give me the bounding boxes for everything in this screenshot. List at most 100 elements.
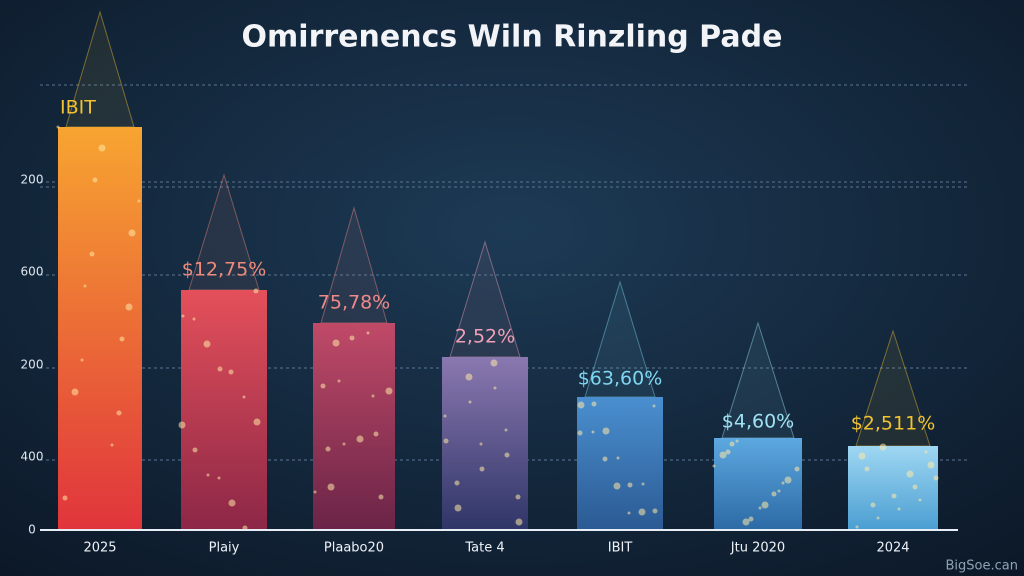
sparkle <box>876 516 880 520</box>
sparkle <box>602 427 610 435</box>
sparkle <box>794 466 800 472</box>
sparkle <box>638 508 646 516</box>
sparkle <box>385 387 393 395</box>
bar <box>442 357 528 530</box>
bar <box>181 290 267 530</box>
sparkle <box>137 199 141 203</box>
sparkle <box>858 452 866 460</box>
sparkle <box>313 490 317 494</box>
sparkle <box>712 464 716 468</box>
sparkle <box>748 516 754 522</box>
sparkle <box>83 284 87 288</box>
sparkle <box>228 499 236 507</box>
category-label: Plaiy <box>209 541 240 556</box>
sparkle <box>652 508 658 514</box>
sparkle <box>906 470 914 478</box>
category-label: 2025 <box>83 541 116 556</box>
axis-label: 600 <box>21 265 44 279</box>
sparkle <box>89 251 95 257</box>
title: Omirrenencs Wiln Rinzling Pade <box>242 20 783 55</box>
sparkle <box>719 451 727 459</box>
sparkle <box>577 430 583 436</box>
sparkle <box>725 449 731 455</box>
sparkle <box>891 493 897 499</box>
sparkle <box>627 511 631 515</box>
sparkle <box>217 366 223 372</box>
sparkle <box>758 506 762 510</box>
sparkle <box>777 489 781 493</box>
sparkle <box>71 388 79 396</box>
bar <box>848 446 938 530</box>
sparkle <box>242 395 246 399</box>
sparkle <box>119 336 125 342</box>
sparkle <box>443 414 447 418</box>
bar-label: $2,511% <box>851 413 936 435</box>
sparkle <box>781 481 785 485</box>
bar-label: $12,75% <box>182 259 267 281</box>
sparkle <box>897 507 901 511</box>
category-label: Tate 4 <box>464 541 504 556</box>
sparkle <box>652 404 656 408</box>
bar <box>577 397 663 530</box>
sparkle <box>373 431 379 437</box>
sparkle <box>465 373 473 381</box>
sparkle <box>468 400 472 404</box>
bar-label: 2,52% <box>455 326 515 348</box>
axis-label: 0 <box>28 523 36 537</box>
sparkle <box>203 340 211 348</box>
sparkle <box>192 317 196 321</box>
sparkle <box>729 441 735 447</box>
sparkle <box>761 501 769 509</box>
bar-label: $4,60% <box>722 411 794 433</box>
sparkle <box>742 518 750 526</box>
sparkle <box>253 418 261 426</box>
sparkle <box>735 439 739 443</box>
sparkle <box>641 482 645 486</box>
sparkle <box>253 288 259 294</box>
sparkle <box>602 456 608 462</box>
sparkle <box>366 331 370 335</box>
sparkle <box>92 177 98 183</box>
sparkle <box>327 483 335 491</box>
sparkle <box>515 518 523 526</box>
bar-label: $63,60% <box>578 368 663 390</box>
axis-label: 200 <box>21 358 44 372</box>
sparkle <box>490 359 498 367</box>
sparkle <box>371 394 375 398</box>
sparkle <box>125 303 133 311</box>
category-label: Jtu 2020 <box>730 541 785 556</box>
sparkle <box>320 383 326 389</box>
sparkle <box>342 442 346 446</box>
watermark: BigSoe.can <box>946 559 1018 574</box>
sparkle <box>870 502 876 508</box>
sparkle <box>627 482 633 488</box>
sparkle <box>228 369 234 375</box>
sparkle <box>879 443 887 451</box>
sparkle <box>912 484 918 490</box>
sparkle <box>613 482 621 490</box>
sparkle <box>616 456 620 460</box>
sparkle <box>933 475 939 481</box>
sparkle <box>181 314 185 318</box>
sparkle <box>337 379 341 383</box>
category-label: 2024 <box>876 541 909 556</box>
sparkle <box>479 466 485 472</box>
sparkle <box>577 401 585 409</box>
category-label: Plaabo20 <box>324 541 384 556</box>
bar-label: IBIT <box>60 97 96 119</box>
sparkle <box>454 504 462 512</box>
sparkle <box>454 480 460 486</box>
sparkle <box>349 335 355 341</box>
sparkle <box>80 358 84 362</box>
sparkle <box>443 438 449 444</box>
sparkle <box>128 229 136 237</box>
sparkle <box>332 339 340 347</box>
sparkle <box>356 435 364 443</box>
category-label: IBIT <box>608 541 633 556</box>
sparkle <box>784 476 792 484</box>
plot: 200 600 200 400 0 IBIT 2025 $12,75% Plaiy 75,78% P… <box>21 10 939 556</box>
sparkle <box>927 461 935 469</box>
sparkle <box>206 473 210 477</box>
sparkle <box>110 443 114 447</box>
